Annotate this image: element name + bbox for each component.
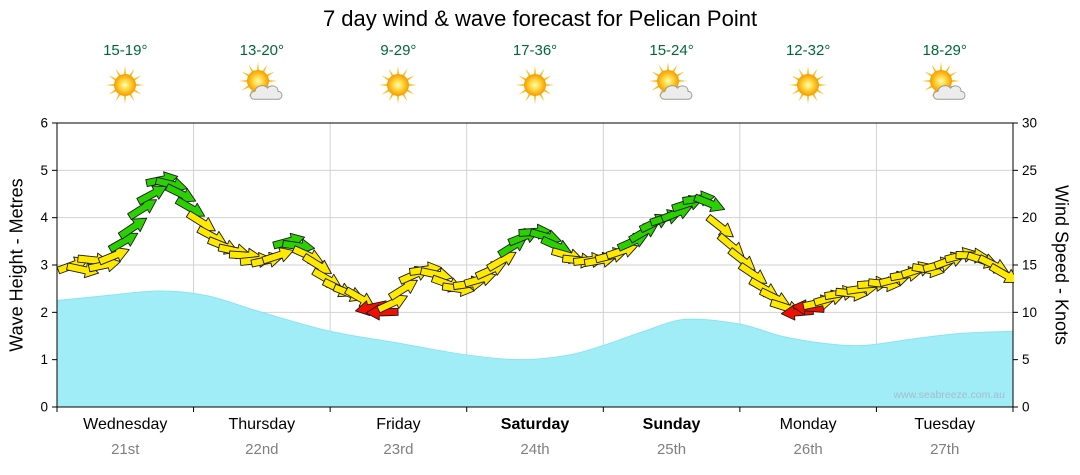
wind-tick-label: 5 [1022, 352, 1030, 367]
sun-glyph [789, 66, 828, 104]
day-label: Tuesday [914, 416, 976, 433]
date-label: 27th [930, 441, 960, 458]
wind-arrow-green [693, 193, 726, 212]
day-label: Monday [779, 416, 837, 433]
wind-arrow-green [136, 185, 168, 206]
watermark: www.seabreeze.com.au [893, 389, 1005, 401]
sun-glyph [921, 62, 960, 100]
wave-tick-label: 6 [40, 116, 48, 131]
partly-cloudy-icon [921, 62, 966, 100]
day-label: Friday [376, 416, 421, 433]
wind-arrow-yellow [388, 279, 418, 301]
day-temp-range: 13-20° [239, 42, 285, 59]
day-label: Wednesday [83, 416, 168, 433]
day-label: Sunday [642, 416, 701, 433]
sun-glyph [379, 66, 418, 104]
wind-arrow-red [365, 304, 399, 321]
wave-tick-label: 0 [40, 400, 48, 415]
day-temp-range: 12-32° [785, 42, 831, 59]
sunny-icon [789, 66, 828, 104]
cloud-glyph [932, 85, 966, 100]
wave-tick-label: 4 [40, 210, 48, 225]
wind-arrow-green [164, 183, 197, 203]
cloud-glyph [659, 85, 692, 100]
wind-arrow-yellow [988, 262, 1014, 283]
day-temp-range: 18-29° [922, 42, 967, 59]
day-temp-range: 15-19° [103, 42, 148, 59]
wind-tick-label: 20 [1022, 210, 1037, 225]
wind-tick-label: 15 [1022, 258, 1037, 273]
sun-glyph [516, 66, 554, 104]
date-label: 22nd [245, 441, 279, 458]
wind-arrow-yellow [705, 214, 734, 238]
partly-cloudy-icon [648, 62, 692, 100]
wind-tick-label: 10 [1022, 305, 1037, 320]
sunny-icon [379, 66, 418, 104]
page-title: 7 day wind & wave forecast for Pelican P… [322, 6, 758, 31]
wind-tick-label: 30 [1022, 116, 1037, 131]
wave-tick-label: 1 [40, 352, 48, 367]
day-temp-range: 17-36° [512, 42, 558, 59]
date-label: 24th [520, 441, 550, 458]
wind-tick-label: 0 [1022, 400, 1030, 415]
wind-arrows [56, 171, 1014, 321]
cloud-glyph [249, 85, 283, 100]
date-label: 21st [111, 441, 140, 458]
wind-arrow-yellow [261, 247, 294, 265]
date-label: 25th [656, 441, 687, 458]
day-temp-range: 15-24° [649, 42, 694, 59]
wave-tick-label: 2 [40, 305, 48, 320]
wave-height-area [56, 290, 1014, 407]
sunny-icon [106, 66, 145, 104]
sun-glyph [106, 66, 145, 104]
day-label: Thursday [228, 416, 296, 433]
day-label: Saturday [500, 416, 570, 433]
wave-tick-label: 3 [40, 258, 48, 273]
wind-arrow-green [117, 217, 148, 240]
axis-ticks: 0 1 2 3 4 5 6 0 5 10 15 20 25 30 [40, 116, 1037, 415]
wind-tick-label: 25 [1022, 163, 1037, 178]
sunny-icon [516, 66, 554, 104]
wind-axis-label: Wind Speed - Knots [1051, 184, 1072, 346]
partly-cloudy-icon [238, 62, 283, 100]
wave-tick-label: 5 [40, 163, 48, 178]
day-temp-range: 9-29° [380, 42, 417, 59]
date-label: 23rd [383, 441, 414, 458]
wave-axis-label: Wave Height - Metres [6, 178, 27, 352]
date-label: 26th [793, 441, 823, 458]
